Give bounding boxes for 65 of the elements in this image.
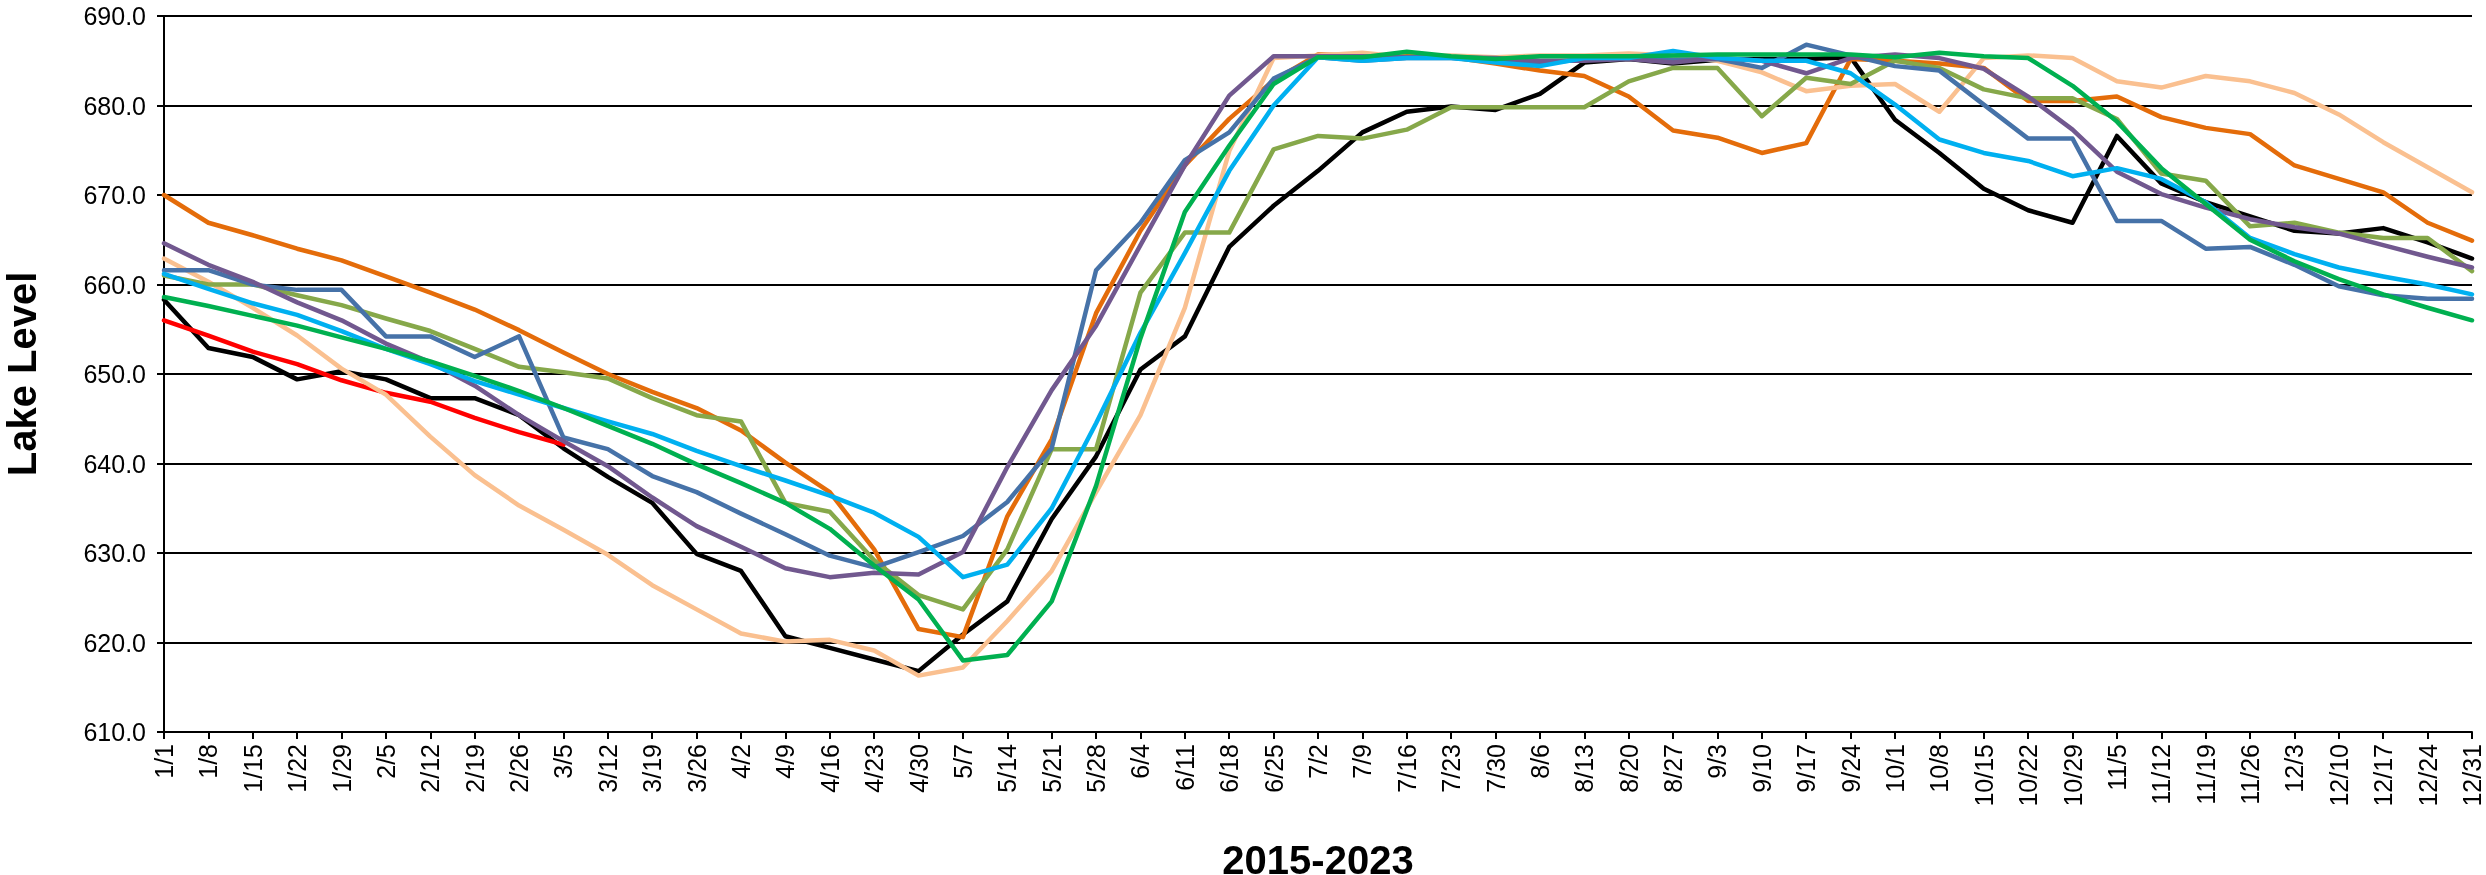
- x-tick-label: 8/27: [1659, 744, 1688, 793]
- x-tick-label: 9/10: [1747, 744, 1776, 793]
- x-tick-label: 10/8: [1925, 744, 1954, 793]
- x-tick-label: 11/5: [2102, 744, 2131, 791]
- x-tick-label: 3/19: [638, 744, 667, 793]
- line-series: [161, 318, 566, 447]
- x-tick-label: 4/30: [904, 744, 933, 793]
- y-tick-label: 620.0: [83, 628, 146, 657]
- x-tick-label: 11/12: [2147, 744, 2176, 805]
- x-tick-label: 5/14: [993, 743, 1022, 793]
- x-tick-label: 7/30: [1481, 744, 1510, 793]
- x-tick-label: 6/25: [1259, 744, 1288, 793]
- x-tick-label: 7/9: [1348, 744, 1377, 779]
- x-tick-label: 7/16: [1392, 744, 1421, 793]
- x-tick-label: 9/24: [1836, 743, 1865, 793]
- x-tick-label: 12/24: [2413, 743, 2442, 807]
- x-tick-label: 8/6: [1525, 744, 1554, 779]
- x-tick-label: 5/21: [1037, 744, 1066, 793]
- x-tick-label: 12/10: [2324, 744, 2353, 807]
- y-axis-title: Lake Level: [0, 271, 44, 477]
- x-tick-label: 9/17: [1792, 744, 1821, 793]
- y-tick-label: 690.0: [83, 2, 146, 30]
- x-tick-label: 4/9: [771, 744, 800, 779]
- x-tick-label: 1/8: [194, 744, 223, 779]
- x-tick-label: 2/26: [505, 744, 534, 793]
- x-tick-label: 4/2: [727, 744, 755, 779]
- x-tick-label: 6/11: [1170, 744, 1199, 791]
- x-tick-label: 3/26: [682, 744, 711, 793]
- x-tick-label: 9/3: [1703, 744, 1732, 779]
- x-tick-label: 1/22: [283, 744, 312, 793]
- y-tick-label: 640.0: [83, 449, 146, 478]
- y-tick-label: 630.0: [83, 539, 146, 567]
- x-tick-label: 5/7: [948, 744, 977, 779]
- x-tick-label: 2/19: [460, 744, 489, 793]
- x-tick-label: 5/28: [1082, 744, 1111, 793]
- x-tick-label: 8/13: [1570, 744, 1599, 793]
- y-tick-label: 660.0: [83, 270, 146, 299]
- x-tick-label: 4/23: [860, 744, 889, 793]
- x-tick-label: 7/23: [1437, 744, 1466, 793]
- x-tick-label: 6/18: [1215, 744, 1244, 793]
- x-tick-label: 8/20: [1614, 744, 1643, 793]
- x-tick-label: 10/15: [1969, 744, 1998, 807]
- x-tick-label: 10/22: [2014, 744, 2043, 807]
- x-tick-label: 10/29: [2058, 744, 2087, 807]
- x-axis-title: 2015-2023: [1222, 838, 1414, 875]
- y-tick-label: 680.0: [83, 91, 146, 120]
- x-tick-label: 6/4: [1126, 743, 1155, 779]
- x-tick-label: 12/31: [2458, 744, 2486, 807]
- x-tick-label: 1/1: [150, 744, 178, 779]
- y-tick-label: 610.0: [83, 718, 146, 746]
- x-tick-label: 7/2: [1304, 744, 1332, 779]
- y-tick-label: 670.0: [83, 181, 146, 209]
- x-tick-label: 3/5: [549, 744, 578, 779]
- y-tick-label: 650.0: [83, 360, 146, 388]
- x-tick-label: 1/29: [327, 744, 356, 793]
- x-tick-label: 4/16: [815, 744, 844, 793]
- x-tick-label: 11/26: [2236, 744, 2265, 805]
- x-tick-label: 2/12: [416, 744, 445, 793]
- x-tick-label: 12/17: [2369, 744, 2398, 807]
- x-tick-label: 2/5: [371, 744, 400, 779]
- x-tick-label: 10/1: [1881, 744, 1909, 793]
- x-tick-label: 1/15: [238, 744, 267, 793]
- x-tick-label: 3/12: [593, 744, 622, 793]
- x-tick-label: 11/19: [2191, 744, 2220, 805]
- x-tick-label: 12/3: [2280, 744, 2309, 793]
